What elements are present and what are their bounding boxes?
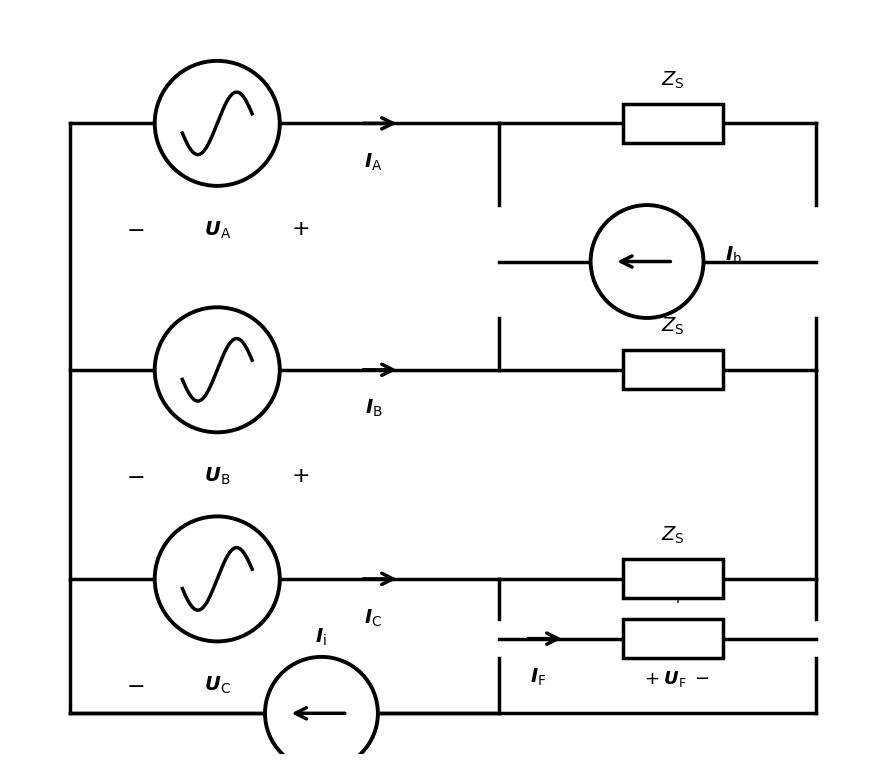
Bar: [623, 620, 723, 658]
Text: $\boldsymbol{I}_\mathrm{F}$: $\boldsymbol{I}_\mathrm{F}$: [531, 667, 547, 688]
Text: $-$: $-$: [126, 466, 144, 486]
Text: $\boldsymbol{U}_\mathrm{A}$: $\boldsymbol{U}_\mathrm{A}$: [204, 219, 231, 241]
Text: $+$: $+$: [291, 466, 309, 486]
Text: $-$: $-$: [126, 675, 144, 695]
Text: $\boldsymbol{U}_\mathrm{B}$: $\boldsymbol{U}_\mathrm{B}$: [204, 466, 230, 487]
Ellipse shape: [155, 307, 280, 432]
Text: $\boldsymbol{I}_\mathrm{h}$: $\boldsymbol{I}_\mathrm{h}$: [725, 245, 742, 266]
Text: $\boldsymbol{U}_\mathrm{C}$: $\boldsymbol{U}_\mathrm{C}$: [204, 675, 230, 696]
Text: $+$: $+$: [291, 675, 309, 695]
Text: $\boldsymbol{I}_\mathrm{C}$: $\boldsymbol{I}_\mathrm{C}$: [364, 607, 383, 629]
Text: $Z_\mathrm{S}$: $Z_\mathrm{S}$: [661, 315, 685, 337]
Bar: [623, 351, 723, 389]
Text: $\boldsymbol{I}_\mathrm{B}$: $\boldsymbol{I}_\mathrm{B}$: [365, 399, 383, 419]
Ellipse shape: [265, 657, 377, 762]
Text: $\boldsymbol{I}_\mathrm{A}$: $\boldsymbol{I}_\mathrm{A}$: [364, 152, 383, 173]
Text: $+\;\boldsymbol{U}_\mathrm{F}\;-$: $+\;\boldsymbol{U}_\mathrm{F}\;-$: [644, 669, 711, 690]
Ellipse shape: [155, 61, 280, 186]
Text: $-$: $-$: [126, 219, 144, 239]
Text: $\boldsymbol{I}_\mathrm{i}$: $\boldsymbol{I}_\mathrm{i}$: [315, 626, 328, 648]
Text: $Z_\mathrm{S}$: $Z_\mathrm{S}$: [661, 525, 685, 546]
Text: $+$: $+$: [291, 219, 309, 239]
Text: $Z_\mathrm{S}$: $Z_\mathrm{S}$: [661, 69, 685, 91]
Bar: [623, 559, 723, 598]
Ellipse shape: [155, 517, 280, 642]
Ellipse shape: [591, 205, 703, 318]
Text: $R_\mathrm{F}$: $R_\mathrm{F}$: [662, 584, 684, 606]
Bar: [623, 104, 723, 142]
